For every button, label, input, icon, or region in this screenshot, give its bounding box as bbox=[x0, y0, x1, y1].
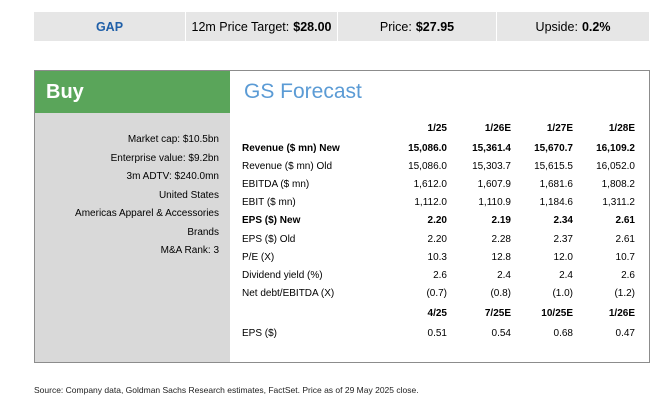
table-cell: 15,086.0 bbox=[408, 160, 447, 172]
table-cell: 10.7 bbox=[615, 251, 635, 263]
summary-box: Buy Market cap: $10.5bn Enterprise value… bbox=[34, 70, 650, 363]
stat-industry-cont: Brands bbox=[187, 226, 219, 238]
price-target-value: $28.00 bbox=[293, 19, 332, 34]
table-cell: 2.6 bbox=[621, 269, 635, 281]
table-cell: 2.4 bbox=[497, 269, 511, 281]
table-cell: 1,311.2 bbox=[602, 197, 635, 209]
table-cell: 0.47 bbox=[615, 328, 635, 340]
table-cell: 16,109.2 bbox=[596, 142, 635, 154]
row-label: EPS ($) Old bbox=[242, 233, 296, 245]
period-header: 7/25E bbox=[484, 308, 511, 320]
price-target-label: 12m Price Target: bbox=[191, 19, 290, 34]
stat-adtv: 3m ADTV: $240.0mn bbox=[126, 171, 219, 182]
row-label: EPS ($) bbox=[242, 328, 278, 340]
table-cell: (0.8) bbox=[490, 288, 511, 300]
table-cell: 2.61 bbox=[615, 233, 635, 245]
table-cell: 0.54 bbox=[491, 328, 511, 340]
table-cell: 15,670.7 bbox=[534, 142, 573, 154]
table-row: Dividend yield (%) 2.6 2.4 2.4 2.6 bbox=[242, 266, 635, 284]
forecast-title: GS Forecast bbox=[244, 80, 362, 103]
table-cell: 2.37 bbox=[553, 233, 573, 245]
table-row: EPS ($) 0.51 0.54 0.68 0.47 bbox=[242, 325, 635, 343]
table-cell: 1,681.6 bbox=[539, 178, 573, 190]
table-cell: 15,086.0 bbox=[408, 142, 447, 154]
table-cell: 10.3 bbox=[427, 251, 447, 263]
row-label: Revenue ($ mn) New bbox=[242, 142, 340, 154]
table-row: EBIT ($ mn) 1,112.0 1,110.9 1,184.6 1,311.2 bbox=[242, 194, 635, 212]
table-cell: (1.2) bbox=[614, 288, 635, 300]
ticker-symbol[interactable]: GAP bbox=[34, 12, 186, 41]
table-cell: 2.20 bbox=[427, 233, 447, 245]
stat-enterprise-value: Enterprise value: $9.2bn bbox=[110, 152, 219, 164]
table-cell: 12.0 bbox=[553, 251, 573, 263]
price-target: 12m Price Target: $28.00 bbox=[186, 12, 338, 41]
row-label: Dividend yield (%) bbox=[242, 269, 323, 281]
table-cell: 2.20 bbox=[427, 215, 447, 227]
table-cell: 2.6 bbox=[433, 269, 447, 281]
period-header: 4/25 bbox=[427, 308, 447, 320]
table-cell: 0.51 bbox=[427, 328, 447, 340]
price-label: Price: bbox=[379, 19, 412, 34]
table-cell: 1,607.9 bbox=[477, 178, 511, 190]
table-cell: 16,052.0 bbox=[596, 160, 635, 172]
quarterly-header-row: 4/25 7/25E 10/25E 1/26E bbox=[242, 303, 635, 325]
upside-label: Upside: bbox=[535, 19, 578, 34]
price-value: $27.95 bbox=[415, 19, 455, 34]
header-bar: GAP 12m Price Target: $28.00 Price: $27.… bbox=[34, 12, 649, 41]
table-cell: 15,303.7 bbox=[472, 160, 511, 172]
company-stats: Market cap: $10.5bn Enterprise value: $9… bbox=[75, 131, 219, 261]
period-header: 1/26E bbox=[484, 122, 511, 134]
table-cell: 1,184.6 bbox=[539, 197, 573, 209]
table-row: Revenue ($ mn) New 15,086.0 15,361.4 15,670… bbox=[242, 139, 635, 157]
stat-market-cap: Market cap: $10.5bn bbox=[127, 134, 219, 145]
source-footnote: Source: Company data, Goldman Sachs Rese… bbox=[34, 385, 419, 395]
table-cell: (0.7) bbox=[426, 288, 447, 300]
table-row: Net debt/EBITDA (X) (0.7) (0.8) (1.0) (1.2) bbox=[242, 285, 635, 303]
table-cell: 2.4 bbox=[559, 269, 573, 281]
row-label: EPS ($) New bbox=[242, 215, 301, 227]
table-row: Revenue ($ mn) Old 15,086.0 15,303.7 15,615… bbox=[242, 157, 635, 175]
annual-header-row: 1/25 1/26E 1/27E 1/28E bbox=[242, 117, 635, 139]
stat-industry: Americas Apparel & Accessories bbox=[75, 208, 219, 219]
table-cell: 15,615.5 bbox=[534, 160, 573, 172]
table-row: EPS ($) New 2.20 2.19 2.34 2.61 bbox=[242, 212, 635, 230]
period-header: 10/25E bbox=[541, 308, 573, 320]
table-cell: 0.68 bbox=[553, 328, 573, 340]
table-cell: 1,112.0 bbox=[414, 197, 447, 209]
period-header: 1/25 bbox=[427, 122, 447, 134]
table-row: EBITDA ($ mn) 1,612.0 1,607.9 1,681.6 1,808.… bbox=[242, 175, 635, 193]
header-label-cell bbox=[242, 303, 372, 325]
row-label: EBIT ($ mn) bbox=[242, 197, 296, 209]
period-header: 1/26E bbox=[608, 308, 635, 320]
forecast-table: 1/25 1/26E 1/27E 1/28E Revenue ($ mn) New 15,… bbox=[242, 117, 635, 343]
row-label: EBITDA ($ mn) bbox=[242, 178, 310, 190]
header-label-cell bbox=[242, 117, 372, 139]
stat-country: United States bbox=[158, 189, 219, 201]
table-cell: 2.34 bbox=[553, 215, 573, 227]
row-label: Revenue ($ mn) Old bbox=[242, 160, 333, 172]
company-info-panel: Buy Market cap: $10.5bn Enterprise value… bbox=[35, 71, 230, 362]
upside: Upside: 0.2% bbox=[497, 12, 649, 41]
period-header: 1/28E bbox=[608, 122, 635, 134]
table-cell: 1,808.2 bbox=[601, 178, 635, 190]
period-header: 1/27E bbox=[546, 122, 573, 134]
row-label: Net debt/EBITDA (X) bbox=[242, 288, 335, 300]
row-label: P/E (X) bbox=[242, 251, 275, 263]
table-cell: 15,361.4 bbox=[472, 142, 511, 154]
rating-badge: Buy bbox=[35, 71, 230, 113]
stat-ma-rank: M&A Rank: 3 bbox=[160, 245, 219, 256]
table-cell: (1.0) bbox=[552, 288, 573, 300]
table-cell: 2.28 bbox=[491, 233, 511, 245]
table-cell: 1,110.9 bbox=[478, 197, 511, 209]
table-row: P/E (X) 10.3 12.8 12.0 10.7 bbox=[242, 248, 635, 266]
upside-value: 0.2% bbox=[581, 19, 611, 34]
table-cell: 2.61 bbox=[615, 215, 635, 227]
table-cell: 2.19 bbox=[491, 215, 511, 227]
current-price: Price: $27.95 bbox=[338, 12, 497, 41]
table-row: EPS ($) Old 2.20 2.28 2.37 2.61 bbox=[242, 230, 635, 248]
table-cell: 12.8 bbox=[491, 251, 511, 263]
table-cell: 1,612.0 bbox=[413, 178, 447, 190]
